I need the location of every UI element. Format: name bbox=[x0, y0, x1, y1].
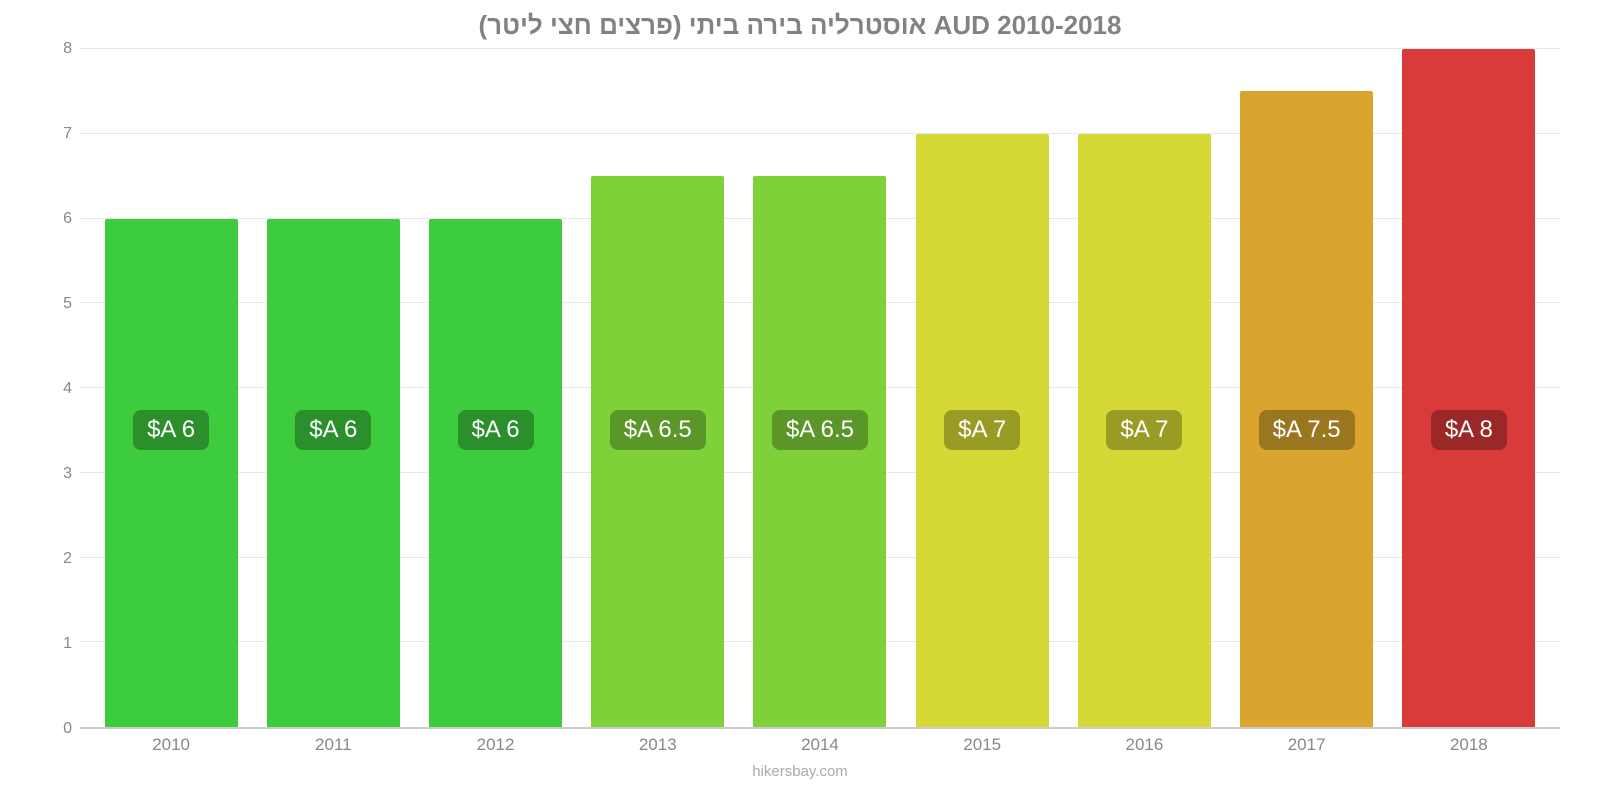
bar-value-label: $A 8 bbox=[1431, 410, 1507, 450]
bar-value-label: $A 7 bbox=[1106, 410, 1182, 450]
y-tick: 5 bbox=[63, 295, 72, 313]
bar-value-label: $A 6.5 bbox=[610, 410, 706, 450]
attribution: hikersbay.com bbox=[752, 763, 848, 780]
plot-area: $A 62010$A 62011$A 62012$A 6.52013$A 6.5… bbox=[80, 49, 1560, 729]
bar-value-label: $A 6 bbox=[458, 410, 534, 450]
y-tick: 7 bbox=[63, 125, 72, 143]
y-tick: 6 bbox=[63, 210, 72, 228]
bar: $A 6 bbox=[267, 219, 400, 728]
x-tick-label: 2017 bbox=[1288, 735, 1326, 755]
bar-slot: $A 72016 bbox=[1063, 49, 1225, 727]
y-tick: 3 bbox=[63, 465, 72, 483]
bar-slot: $A 7.52017 bbox=[1226, 49, 1388, 727]
bar-slot: $A 62010 bbox=[90, 49, 252, 727]
x-tick-label: 2010 bbox=[152, 735, 190, 755]
bar-slot: $A 82018 bbox=[1388, 49, 1550, 727]
x-tick-label: 2011 bbox=[315, 735, 352, 755]
y-tick: 8 bbox=[63, 40, 72, 58]
chart-area: 012345678 $A 62010$A 62011$A 62012$A 6.5… bbox=[40, 49, 1560, 729]
x-tick-label: 2015 bbox=[963, 735, 1001, 755]
y-tick: 0 bbox=[63, 720, 72, 738]
bar-value-label: $A 6 bbox=[133, 410, 209, 450]
bar: $A 7 bbox=[916, 134, 1049, 727]
y-tick: 4 bbox=[63, 380, 72, 398]
bar-value-label: $A 6.5 bbox=[772, 410, 868, 450]
bar-slot: $A 62011 bbox=[252, 49, 414, 727]
bar: $A 7.5 bbox=[1240, 91, 1373, 727]
y-axis: 012345678 bbox=[40, 49, 80, 729]
y-tick: 2 bbox=[63, 550, 72, 568]
bar-slot: $A 6.52014 bbox=[739, 49, 901, 727]
bar: $A 6 bbox=[105, 219, 238, 728]
bar: $A 6.5 bbox=[591, 176, 724, 727]
bar: $A 6.5 bbox=[753, 176, 886, 727]
bar: $A 8 bbox=[1402, 49, 1535, 727]
bar-value-label: $A 7 bbox=[944, 410, 1020, 450]
x-tick-label: 2018 bbox=[1450, 735, 1488, 755]
bar-slot: $A 62012 bbox=[414, 49, 576, 727]
x-tick-label: 2014 bbox=[801, 735, 839, 755]
x-tick-label: 2012 bbox=[477, 735, 515, 755]
bar: $A 7 bbox=[1078, 134, 1211, 727]
bar-value-label: $A 7.5 bbox=[1259, 410, 1355, 450]
x-tick-label: 2013 bbox=[639, 735, 677, 755]
bar-slot: $A 72015 bbox=[901, 49, 1063, 727]
bar-value-label: $A 6 bbox=[295, 410, 371, 450]
bar-slot: $A 6.52013 bbox=[577, 49, 739, 727]
chart-title: אוסטרליה בירה ביתי (פרצים חצי ליטר) AUD … bbox=[479, 10, 1122, 41]
y-tick: 1 bbox=[63, 635, 72, 653]
bar: $A 6 bbox=[429, 219, 562, 728]
x-tick-label: 2016 bbox=[1126, 735, 1164, 755]
